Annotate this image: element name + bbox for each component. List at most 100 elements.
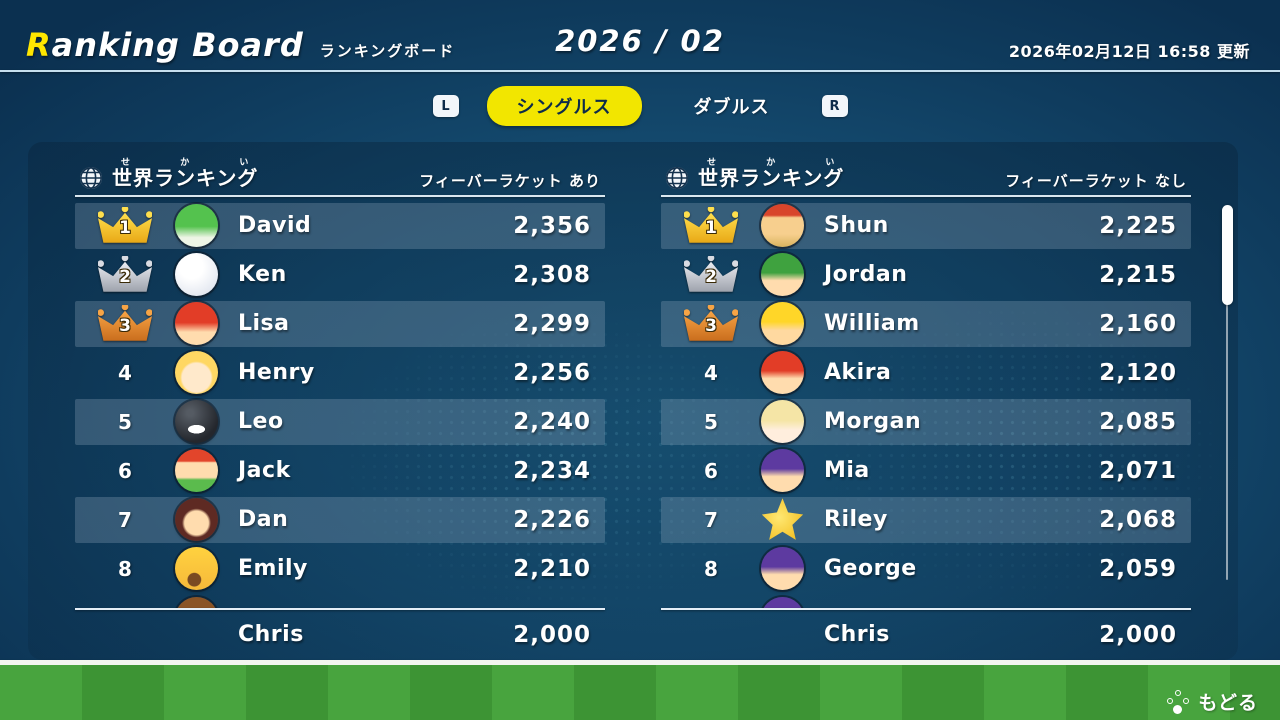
rank-cell: 8 bbox=[75, 557, 175, 581]
page-title-rest: anking Board bbox=[51, 26, 304, 64]
page-title-en: Ranking Board bbox=[26, 26, 304, 64]
ranking-row[interactable]: 7 Riley 2,068 bbox=[661, 496, 1191, 543]
tab-singles[interactable]: シングルス bbox=[486, 86, 642, 126]
player-name: Akira bbox=[824, 360, 892, 386]
tab-doubles[interactable]: ダブルス bbox=[693, 97, 770, 118]
ranking-row-partial[interactable] bbox=[661, 595, 1191, 608]
furigana-label: せかい bbox=[112, 157, 259, 168]
ranking-row[interactable]: 4 Henry 2,256 bbox=[75, 350, 605, 396]
ranking-row[interactable]: 4 Akira 2,120 bbox=[661, 350, 1191, 396]
ranking-row-partial[interactable] bbox=[75, 595, 605, 608]
fever-racket-subtitle: フィーバーラケット あり bbox=[419, 171, 601, 190]
rank-number: 1 bbox=[705, 217, 717, 238]
chain-chomp-avatar-icon bbox=[175, 400, 218, 444]
rank-cell: 5 bbox=[661, 410, 761, 434]
world-ranking-title: 世界ランキングせかい bbox=[665, 158, 844, 191]
header-underline bbox=[661, 194, 1191, 197]
ranking-row[interactable]: 6 Jack 2,234 bbox=[75, 448, 605, 494]
world-ranking-label: 世界ランキング bbox=[698, 165, 845, 190]
ranking-row[interactable]: 8 George 2,059 bbox=[661, 546, 1191, 592]
ranking-row[interactable]: 5 Morgan 2,085 bbox=[661, 398, 1191, 445]
yoshi-avatar-icon bbox=[175, 204, 218, 248]
back-button[interactable]: もどる bbox=[1167, 688, 1258, 715]
header-underline bbox=[75, 194, 605, 197]
left-bumper-icon[interactable]: L bbox=[432, 95, 459, 117]
page-title-accent-letter: R bbox=[26, 26, 52, 64]
waluigi-avatar-icon bbox=[761, 547, 804, 591]
crown-badge: 3 bbox=[98, 304, 152, 343]
crown-badge: 2 bbox=[684, 255, 738, 294]
player-name: Mia bbox=[824, 458, 870, 484]
rank-number: 6 bbox=[118, 458, 132, 483]
header-bar: Ranking Board ランキングボード 2026 / 02 2026年02… bbox=[0, 0, 1280, 72]
mario-avatar-icon bbox=[761, 351, 804, 395]
player-name: Lisa bbox=[238, 311, 290, 337]
crown-badge: 3 bbox=[684, 304, 738, 343]
ranking-board-fever-racket-off: 世界ランキングせかい フィーバーラケット なし 1 Shun 2,225 2 bbox=[661, 154, 1191, 660]
player-name: Jack bbox=[238, 458, 291, 484]
player-score: 2,356 bbox=[513, 212, 591, 239]
boards-container: 世界ランキングせかい フィーバーラケット あり 1 David 2,356 2 bbox=[75, 154, 1191, 660]
player-name: George bbox=[824, 556, 917, 582]
self-rank-row: Chris 2,000 bbox=[661, 610, 1191, 660]
ranking-rows: 1 Shun 2,225 2 Jordan 2,215 3 bbox=[661, 202, 1191, 608]
rank-number: 3 bbox=[119, 315, 131, 336]
player-name: Jordan bbox=[824, 262, 908, 288]
rank-number: 6 bbox=[704, 458, 718, 483]
ranking-row[interactable]: 1 Shun 2,225 bbox=[661, 202, 1191, 249]
right-bumper-icon[interactable]: R bbox=[821, 95, 848, 117]
player-name: Shun bbox=[824, 213, 889, 239]
player-score: 2,215 bbox=[1099, 261, 1177, 288]
self-rank-separator bbox=[661, 607, 1191, 610]
player-score: 2,225 bbox=[1099, 212, 1177, 239]
player-score: 2,226 bbox=[513, 506, 591, 533]
peach-avatar-icon bbox=[175, 351, 218, 395]
player-score: 2,059 bbox=[1099, 555, 1177, 582]
rank-number: 2 bbox=[119, 266, 131, 287]
page-title-ja: ランキングボード bbox=[319, 42, 456, 60]
rank-number: 4 bbox=[118, 360, 132, 385]
court-line bbox=[0, 660, 1280, 665]
self-player-score: 2,000 bbox=[513, 621, 591, 648]
rank-number: 4 bbox=[704, 360, 718, 385]
ranking-row[interactable]: 5 Leo 2,240 bbox=[75, 398, 605, 445]
ranking-row[interactable]: 2 Jordan 2,215 bbox=[661, 252, 1191, 298]
baby-mario-avatar-icon bbox=[175, 302, 218, 346]
player-name: David bbox=[238, 213, 312, 239]
player-name: Ken bbox=[238, 262, 287, 288]
page-title: Ranking Board ランキングボード bbox=[26, 26, 455, 64]
ranking-row[interactable]: 3 Lisa 2,299 bbox=[75, 300, 605, 347]
rank-number: 5 bbox=[704, 409, 718, 434]
fever-racket-subtitle: フィーバーラケット なし bbox=[1005, 171, 1187, 190]
rank-cell: 2 bbox=[75, 255, 175, 294]
ranking-board-fever-racket-on: 世界ランキングせかい フィーバーラケット あり 1 David 2,356 2 bbox=[75, 154, 605, 660]
luigi-avatar-icon bbox=[761, 253, 804, 297]
ranking-row[interactable]: 1 David 2,356 bbox=[75, 202, 605, 249]
rank-number: 8 bbox=[704, 556, 718, 581]
ranking-row[interactable]: 7 Dan 2,226 bbox=[75, 496, 605, 543]
waluigi-avatar-icon bbox=[761, 596, 804, 608]
globe-icon bbox=[666, 166, 688, 189]
scrollbar-track[interactable] bbox=[1226, 206, 1228, 580]
scrollbar-thumb[interactable] bbox=[1222, 205, 1233, 305]
self-rank-separator bbox=[75, 607, 605, 610]
player-name: William bbox=[824, 311, 920, 337]
player-name: Dan bbox=[238, 507, 289, 533]
ranking-rows: 1 David 2,356 2 Ken 2,308 3 bbox=[75, 202, 605, 608]
rank-cell: 7 bbox=[661, 508, 761, 532]
player-score: 2,071 bbox=[1099, 457, 1177, 484]
ranking-row[interactable]: 6 Mia 2,071 bbox=[661, 448, 1191, 494]
ranking-row[interactable]: 8 Emily 2,210 bbox=[75, 546, 605, 592]
ranking-row[interactable]: 3 William 2,160 bbox=[661, 300, 1191, 347]
player-name: Riley bbox=[824, 507, 888, 533]
back-button-label: もどる bbox=[1198, 692, 1258, 714]
mode-tab-bar: L シングルス ダブルス R bbox=[0, 86, 1280, 126]
ranking-period: 2026 / 02 bbox=[555, 24, 725, 58]
ranking-row[interactable]: 2 Ken 2,308 bbox=[75, 252, 605, 298]
rank-number: 8 bbox=[118, 556, 132, 581]
rank-cell: 3 bbox=[75, 304, 175, 343]
crown-badge: 2 bbox=[98, 255, 152, 294]
rank-cell: 2 bbox=[661, 255, 761, 294]
board-header: 世界ランキングせかい フィーバーラケット なし bbox=[661, 154, 1191, 195]
rank-cell: 5 bbox=[75, 410, 175, 434]
